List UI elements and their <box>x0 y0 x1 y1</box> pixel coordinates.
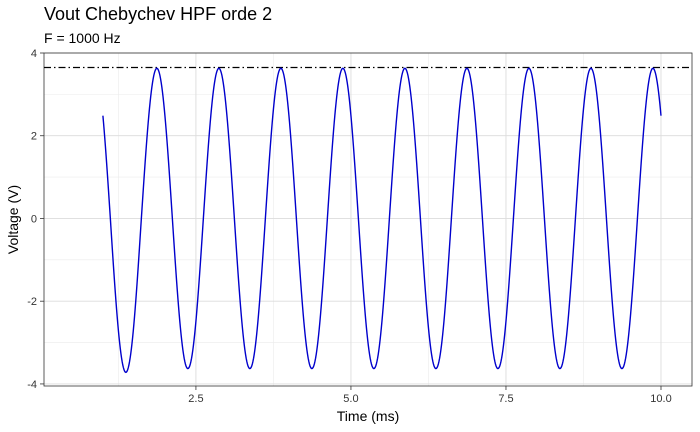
y-axis-title: Voltage (V) <box>5 185 21 254</box>
y-tick-label: -4 <box>27 379 37 391</box>
y-tick-label: 2 <box>31 131 37 143</box>
y-tick-label: -2 <box>27 296 37 308</box>
x-tick-label: 10.0 <box>650 393 671 405</box>
series-line-vout <box>103 68 661 372</box>
x-tick-label: 7.5 <box>498 393 513 405</box>
x-tick-label: 5.0 <box>343 393 358 405</box>
y-tick-label: 4 <box>31 48 37 60</box>
y-axis-ticks: -4 -2 0 2 4 <box>27 48 44 391</box>
x-axis-ticks: 2.5 5.0 7.5 10.0 <box>188 386 671 405</box>
x-tick-label: 2.5 <box>188 393 203 405</box>
y-tick-label: 0 <box>31 213 37 225</box>
x-axis-title: Time (ms) <box>337 408 399 424</box>
